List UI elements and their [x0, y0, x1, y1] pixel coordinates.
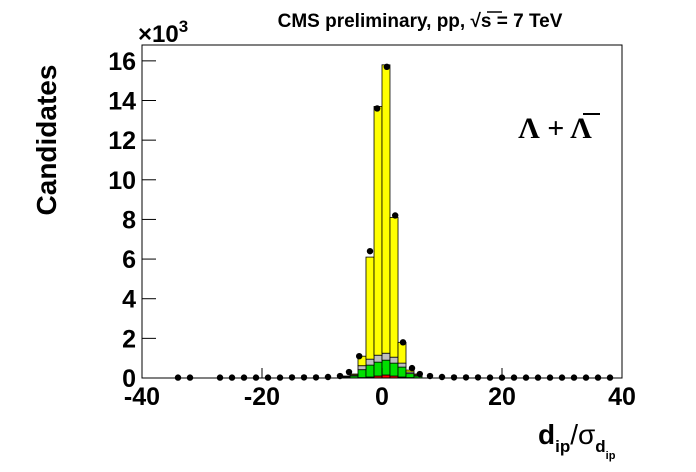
y-tick-label: 12	[108, 127, 136, 155]
bar-segment	[405, 373, 415, 379]
data-point	[383, 63, 390, 71]
y-multiplier-exp: 3	[179, 17, 188, 36]
data-point	[374, 105, 381, 112]
bar-segment	[373, 361, 383, 377]
x-label-divider: /σ	[570, 419, 595, 450]
bar-segment	[373, 106, 383, 356]
x-tick-label: 0	[375, 383, 389, 411]
bar-segment	[373, 354, 383, 363]
x-label-sub: ip	[555, 437, 570, 456]
annotation: Λ + Λ	[518, 112, 592, 145]
data-point	[438, 373, 446, 381]
y-multiplier-base: ×10	[138, 21, 179, 48]
plot-area: 0 2 4 6 8 10 12 14 16 -40 -20 0 20 40	[108, 44, 636, 411]
y-tick-label: 4	[122, 286, 136, 314]
data-point	[399, 339, 407, 346]
x-tick-label: -20	[244, 383, 280, 411]
data-point	[416, 370, 423, 378]
data-point	[312, 374, 320, 381]
y-tick-label: 0	[122, 365, 136, 393]
data-point	[366, 247, 374, 255]
data-point	[462, 374, 470, 381]
bar-segment	[357, 365, 367, 371]
bar-segment	[389, 356, 399, 364]
y-multiplier: ×103	[138, 17, 188, 48]
y-tick-label: 6	[122, 246, 136, 274]
bar-segment	[365, 256, 375, 360]
bar-segment	[365, 364, 375, 378]
y-axis-label: Candidates	[31, 65, 62, 216]
data-point	[408, 364, 416, 372]
data-point	[300, 374, 308, 381]
x-axis-label: dip/σdip	[538, 419, 616, 462]
y-tick-label: 10	[108, 167, 136, 195]
y-tick-label: 14	[108, 88, 136, 116]
x-label-main: d	[538, 419, 555, 450]
data-point	[345, 368, 353, 376]
bar-segment	[397, 341, 407, 364]
x-label-sub3: ip	[606, 450, 616, 462]
y-tick-label: 16	[108, 48, 136, 76]
data-point	[288, 374, 296, 381]
y-tick-label: 2	[122, 325, 136, 353]
bar-segment	[357, 369, 367, 379]
data-point	[450, 374, 458, 381]
bar-segment	[389, 217, 399, 358]
x-tick-label: -40	[124, 383, 160, 411]
bar-segment	[389, 362, 399, 377]
x-tick-label: 40	[608, 383, 636, 411]
x-label-sub2: d	[595, 437, 605, 456]
data-point	[392, 212, 399, 219]
bar-segment	[397, 366, 407, 378]
bar-segment	[381, 352, 391, 361]
data-point	[324, 373, 332, 381]
y-tick-label: 8	[122, 206, 136, 234]
x-tick-label: 20	[488, 383, 516, 411]
bar-segment	[397, 362, 407, 368]
bar-segment	[381, 359, 391, 376]
data-point	[356, 352, 363, 360]
chart-title: CMS preliminary, pp, √s = 7 TeV	[278, 11, 563, 32]
bar-segment	[365, 358, 375, 366]
data-point	[474, 374, 482, 381]
bar-segment	[381, 64, 391, 354]
